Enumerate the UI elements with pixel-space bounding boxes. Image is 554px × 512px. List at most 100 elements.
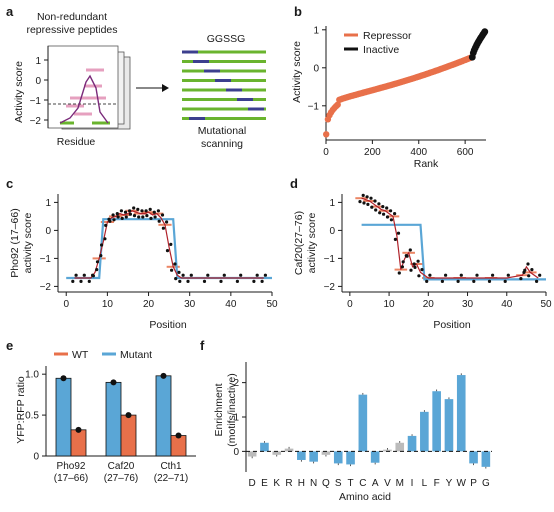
mutant-replicate-point [110,379,117,386]
panel-d-point [456,279,460,283]
panel-d-point [374,208,378,212]
panel-d-point [396,231,401,235]
panel-b-xtick-label: 0 [323,147,329,158]
wt-bar [120,414,137,457]
panel-c-point [103,237,107,241]
panel-c-point [189,273,193,277]
panel-d-point [428,273,432,277]
panel-d-point [538,273,542,277]
panel-b-ytick-label: −1 [308,101,320,112]
panel-d-point [491,273,495,277]
panel-c-point [124,215,128,219]
enrichment-bar [260,442,269,452]
panel-a-ytick: 1 [35,56,41,67]
panel-c-point [148,207,152,211]
panel-c-point [145,214,149,218]
panel-c-ylabel-line1: Pho92 (17–66) [9,208,21,277]
panel-c-point [99,254,103,258]
panel-c-point [95,268,99,272]
panel-d-point [385,206,389,210]
panel-a-title-line2: repressive peptides [26,24,117,36]
inactive-point [481,28,489,36]
enrichment-bar [432,391,441,452]
panel-c-profile-line [74,210,264,279]
panel-f-ylabel-line2: (motifs/inactive) [226,373,238,447]
enrichment-bar [444,399,454,452]
panel-f-category-label: G [482,478,490,489]
panel-c-point [160,213,165,217]
panel-d-xtick-label: 10 [384,299,396,310]
panel-e-ytick-label: 0 [33,452,39,463]
panel-c-point [141,215,145,219]
mutant-bar [55,377,72,457]
panel-e-legend: WT Mutant [54,349,152,361]
panel-b-ytick-label: 0 [313,63,319,74]
panel-c-xtick-label: 30 [184,299,196,310]
panel-c-point [186,279,190,283]
panel-a-ytick: −2 [30,116,42,127]
panel-f: f Enrichment (motifs/inactive) Amino aci… [200,338,492,503]
panel-e: e YFP:RFP ratio WT Mutant 1.0 0.5 0 Pho92(1… [6,338,196,484]
panel-d-point [472,279,476,283]
panel-c-point [119,209,123,213]
panel-d-point [405,254,409,258]
panel-c-point [132,214,137,218]
panel-c-point [111,213,115,217]
scanning-lines [182,50,266,120]
panel-c-point [165,220,169,224]
panel-d-point [385,215,390,219]
panel-c-point [91,274,95,278]
panel-c-point [128,212,132,216]
legend-label-repressor: Repressor [363,30,412,42]
panel-c-ylabel-line2: activity score [22,213,34,274]
panel-d-point [487,279,492,283]
panel-d-xtick-label: 20 [423,299,435,310]
panel-c-xtick-label: 20 [143,299,155,310]
panel-c: c Pho92 (17–66) activity score Position … [6,176,278,331]
caption-line1: Mutational [198,125,246,137]
panel-c-point [137,215,141,219]
panel-c-point [239,273,243,277]
panel-e-category-sublabel: (22–71) [154,473,188,484]
panel-c-xtick-label: 50 [266,299,278,310]
panel-c-point [100,243,104,247]
panel-f-category-label: R [285,478,292,489]
panel-f-category-label: T [347,478,353,489]
panel-c-point [140,209,144,213]
panel-c-point [181,273,185,277]
panel-c-point [222,273,226,277]
enrichment-bar [358,394,368,452]
panel-a-ylabel: Activity score [13,61,25,123]
wt-replicate-point [125,412,132,419]
panel-d-point [425,279,429,283]
enrichment-bar [420,411,429,452]
panel-d-point [417,274,421,278]
panel-f-ylabel-line1: Enrichment [213,383,225,436]
panel-c-point [115,212,119,216]
panel-c-point [79,279,83,283]
panel-c-point [173,262,177,266]
panel-c-xtick-label: 40 [225,299,237,310]
panel-d-point [382,212,386,216]
panel-d-point [412,262,416,266]
panel-f-category-label: I [411,478,414,489]
panel-a-title-line1: Non-redundant [37,11,107,23]
caption-line2: scanning [201,138,243,150]
panel-c-point [132,206,136,210]
mutant-replicate-point [160,372,167,379]
panel-f-category-label: Q [322,478,330,489]
panel-f-category-label: H [298,478,305,489]
panel-e-category-sublabel: (27–76) [104,473,138,484]
panel-d-point [361,193,365,197]
panel-f-ytick-label: 1 [233,413,239,424]
panel-d-point [535,279,539,283]
enrichment-bar [321,451,331,455]
wt-replicate-point [175,432,182,439]
enrichment-bar [346,451,355,465]
panel-d-point [523,268,527,272]
panel-c-point [255,273,259,277]
panel-c-ytick-label: −1 [40,254,52,265]
panel-d-xtick-label: 30 [462,299,474,310]
panel-e-category-label: Caf20 [108,461,135,472]
